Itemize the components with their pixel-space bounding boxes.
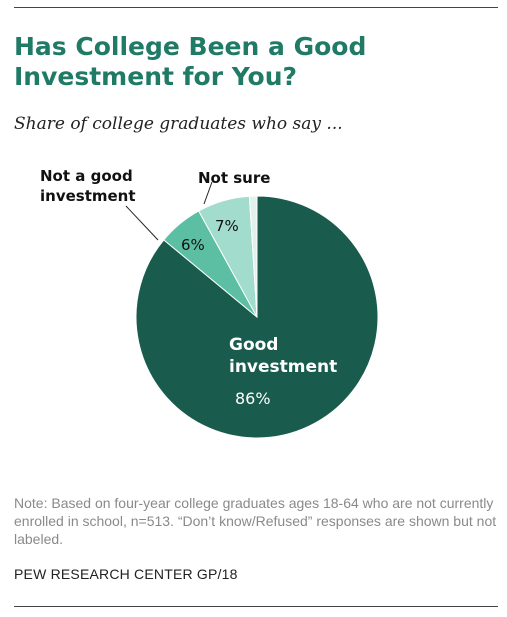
label-not-a-good-investment: Not a good investment bbox=[40, 167, 138, 205]
label-good-investment: Good investment bbox=[229, 335, 337, 377]
leader-line-not-a-good-investment bbox=[125, 205, 159, 241]
chart-note: Note: Based on four-year college graduat… bbox=[14, 495, 497, 547]
value-label-not-sure: 7% bbox=[215, 217, 239, 235]
leader-line-not-sure bbox=[203, 181, 213, 205]
label-not-sure: Not sure bbox=[198, 169, 270, 187]
value-label-not-a-good-investment: 6% bbox=[181, 236, 205, 254]
top-rule bbox=[14, 7, 498, 8]
label-not-a-good-investment-line2: investment bbox=[40, 187, 136, 205]
pie-slice-unlabeled bbox=[248, 195, 258, 318]
chart-title: Has College Been a Good Investment for Y… bbox=[14, 32, 367, 91]
pie-chart: Not a good investment Not sure 6% 7% Goo… bbox=[40, 167, 379, 439]
value-label-good-investment: 86% bbox=[235, 389, 271, 408]
label-not-a-good-investment-line1: Not a good bbox=[40, 167, 133, 185]
chart-source: PEW RESEARCH CENTER GP/18 bbox=[14, 566, 238, 582]
chart-subtitle: Share of college graduates who say ... bbox=[14, 114, 343, 134]
label-good-investment-line1: Good bbox=[229, 335, 278, 355]
label-good-investment-line2: investment bbox=[229, 357, 337, 377]
bottom-rule bbox=[14, 606, 498, 607]
pie-slices bbox=[135, 195, 379, 439]
